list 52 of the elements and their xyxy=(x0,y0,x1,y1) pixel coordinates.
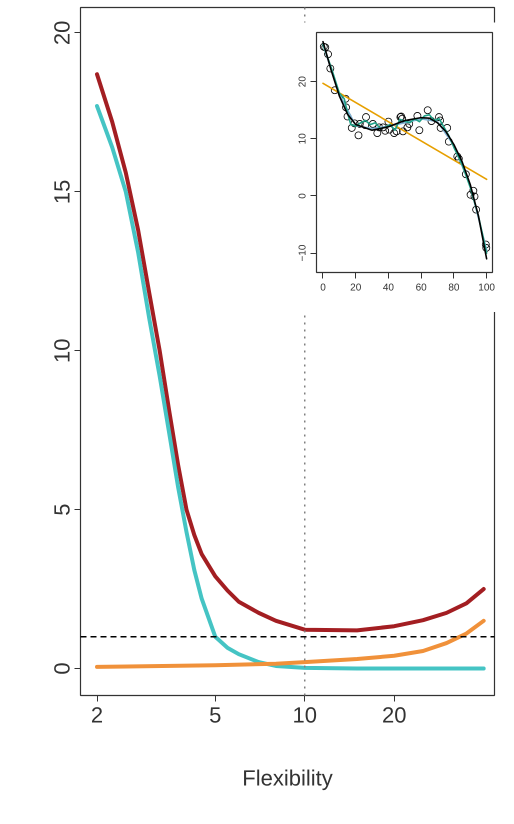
point xyxy=(399,127,407,136)
point xyxy=(443,124,452,132)
y-tick-label: 15 xyxy=(50,180,74,204)
point xyxy=(482,240,490,248)
point xyxy=(462,170,470,178)
point xyxy=(428,117,436,125)
point xyxy=(356,120,364,128)
point xyxy=(348,124,356,132)
point xyxy=(354,131,362,140)
point xyxy=(444,138,453,146)
x-tick-label: 5 xyxy=(209,702,222,728)
point xyxy=(424,106,432,114)
y-tick-label: 5 xyxy=(50,503,74,516)
point xyxy=(324,50,332,58)
point xyxy=(470,192,478,200)
point xyxy=(381,126,390,135)
y-tick-label: 0 xyxy=(298,192,308,199)
x-tick-label: 100 xyxy=(478,282,496,294)
y-tick-label: −10 xyxy=(298,244,308,262)
point xyxy=(392,127,401,136)
x-tick-label: 40 xyxy=(382,282,394,294)
point xyxy=(342,103,350,112)
x-tick-label: 20 xyxy=(350,282,362,294)
x-axis-title: Flexibility xyxy=(242,766,333,790)
point xyxy=(373,129,382,137)
y-tick-label: 20 xyxy=(50,20,74,46)
point xyxy=(362,113,370,121)
point xyxy=(415,126,424,134)
point xyxy=(482,244,490,252)
y-tick-label: 20 xyxy=(298,76,308,88)
point xyxy=(326,64,334,72)
point xyxy=(390,129,398,137)
x-tick-label: 20 xyxy=(382,702,406,728)
point xyxy=(469,186,478,195)
point xyxy=(404,123,412,132)
x-tick-label: 0 xyxy=(320,282,326,294)
point xyxy=(466,190,474,199)
point xyxy=(453,152,462,160)
y-tick-label: 10 xyxy=(298,132,308,144)
y-tick-label: 0 xyxy=(50,662,74,675)
point xyxy=(435,113,443,121)
point xyxy=(350,119,358,128)
x-tick-label: 60 xyxy=(416,282,428,294)
point xyxy=(398,114,406,123)
y-tick-label: 10 xyxy=(50,338,74,363)
point xyxy=(472,206,480,214)
point xyxy=(361,121,370,129)
point xyxy=(379,123,387,132)
point xyxy=(375,123,384,132)
x-tick-label: 80 xyxy=(448,282,460,294)
x-tick-label: 2 xyxy=(90,702,104,728)
point xyxy=(436,116,444,124)
